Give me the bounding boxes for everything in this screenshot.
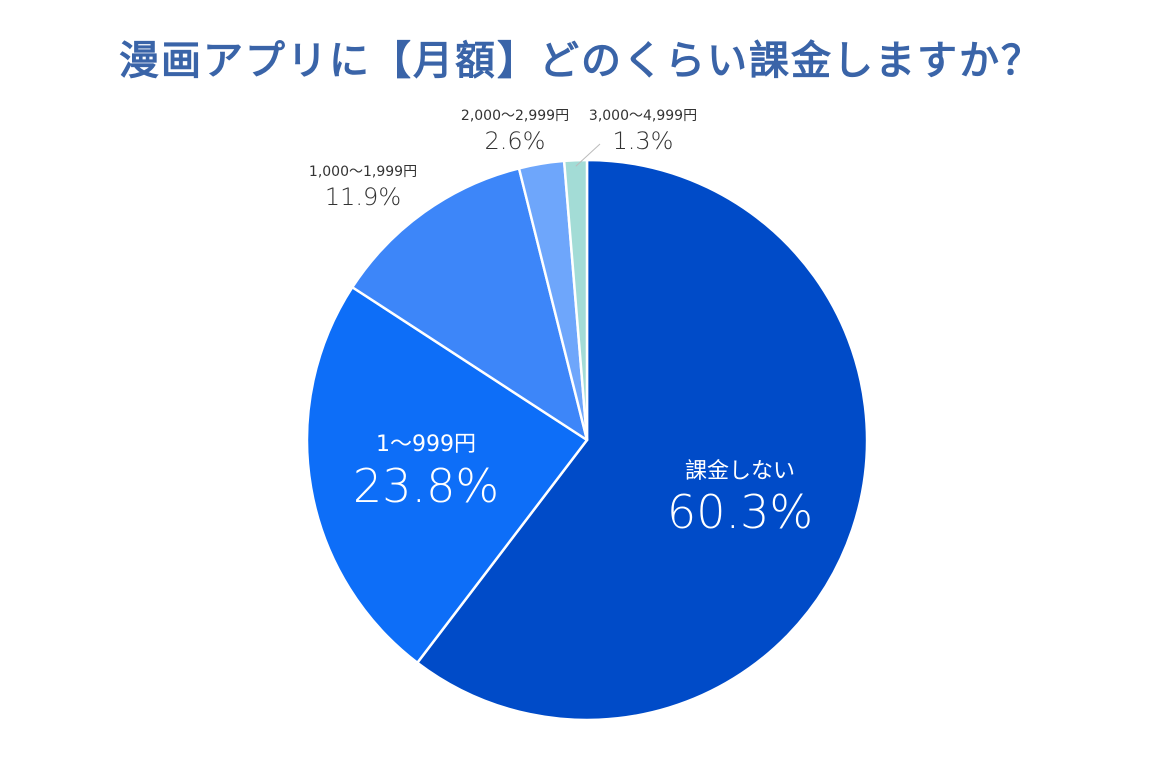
leader-lines: [575, 143, 601, 167]
slice-value-3: 11.9%: [325, 183, 401, 211]
pie-slice-5: [562, 158, 589, 442]
slice-value-4: 2.6%: [485, 127, 546, 155]
slice-value-2: 23.8%: [353, 459, 499, 513]
slice-label-4: 2,000〜2,999円: [461, 108, 569, 124]
pie-slice-2: [305, 285, 589, 664]
leader-line-5: [575, 143, 601, 167]
slice-value-5: 1.3%: [613, 127, 674, 155]
pie-slice-1: [416, 158, 869, 722]
chart-title: 漫画アプリに【月額】どのくらい課金しますか？: [119, 38, 1043, 84]
slice-label-3: 1,000〜1,999円: [309, 164, 417, 180]
pie-slice-3: [351, 167, 589, 442]
slice-label-2: 1〜999円: [376, 432, 476, 457]
slice-label-1: 課金しない: [685, 459, 795, 484]
pie-slices: [305, 158, 869, 722]
slice-value-1: 60.3%: [667, 485, 813, 539]
slice-label-5: 3,000〜4,999円: [589, 108, 697, 124]
